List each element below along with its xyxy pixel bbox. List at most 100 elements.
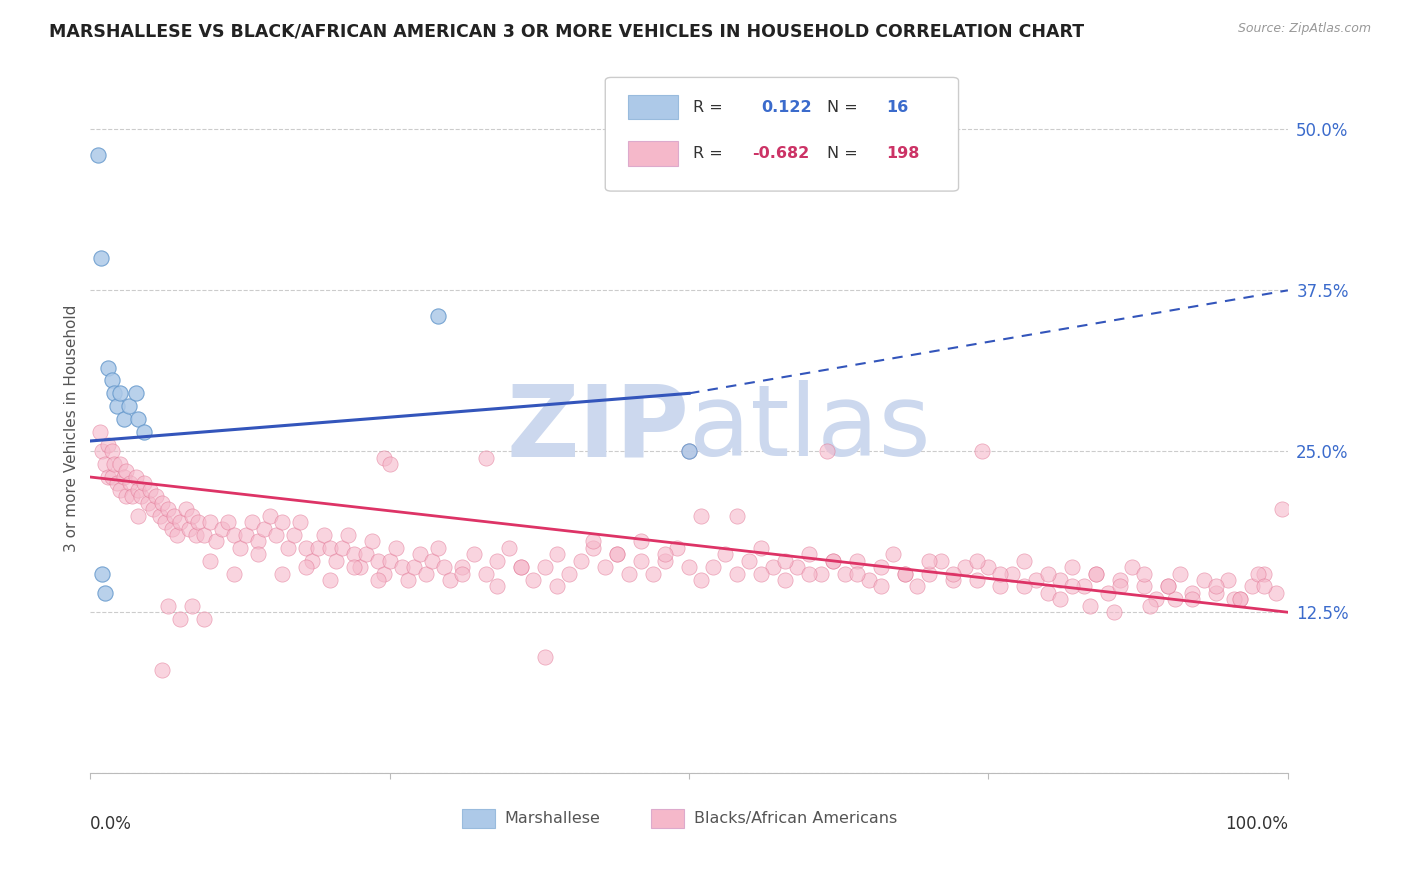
Point — [253, 522, 276, 536]
Point — [929, 554, 952, 568]
Point — [288, 515, 311, 529]
Point — [184, 528, 207, 542]
Point — [1240, 579, 1263, 593]
Point — [150, 663, 173, 677]
Point — [433, 560, 456, 574]
Point — [1078, 599, 1101, 613]
Point — [89, 425, 111, 439]
Point — [725, 566, 748, 581]
Point — [378, 457, 401, 471]
Point — [367, 554, 389, 568]
Point — [295, 541, 318, 555]
Point — [1133, 579, 1156, 593]
Point — [1073, 579, 1095, 593]
Point — [415, 566, 437, 581]
Point — [1097, 586, 1119, 600]
Point — [643, 566, 665, 581]
Point — [319, 573, 342, 587]
Point — [1205, 586, 1227, 600]
Y-axis label: 3 or more Vehicles in Household: 3 or more Vehicles in Household — [65, 305, 79, 552]
Point — [654, 547, 676, 561]
Point — [1025, 573, 1047, 587]
Point — [678, 444, 700, 458]
Point — [1181, 586, 1204, 600]
Point — [450, 560, 472, 574]
Point — [821, 554, 844, 568]
Text: -0.682: -0.682 — [752, 145, 810, 161]
Point — [110, 483, 132, 497]
Point — [977, 560, 1000, 574]
Point — [534, 650, 557, 665]
Point — [474, 566, 496, 581]
Point — [606, 547, 628, 561]
Point — [240, 515, 263, 529]
Point — [136, 496, 159, 510]
Point — [177, 522, 200, 536]
Point — [1247, 566, 1270, 581]
Point — [569, 554, 592, 568]
Point — [349, 560, 371, 574]
Point — [773, 554, 796, 568]
Text: N =: N = — [827, 100, 858, 114]
FancyBboxPatch shape — [461, 809, 495, 829]
Point — [259, 508, 281, 523]
Point — [222, 528, 245, 542]
Point — [145, 489, 167, 503]
Point — [522, 573, 544, 587]
Point — [112, 470, 135, 484]
Point — [510, 560, 533, 574]
Point — [118, 476, 141, 491]
Point — [378, 554, 401, 568]
Point — [246, 534, 269, 549]
Point — [157, 502, 180, 516]
Point — [486, 554, 509, 568]
Point — [486, 579, 509, 593]
Point — [1121, 560, 1143, 574]
Point — [187, 515, 209, 529]
Point — [391, 560, 413, 574]
Point — [283, 528, 305, 542]
Point — [149, 508, 172, 523]
Point — [110, 457, 132, 471]
Point — [941, 573, 963, 587]
Point — [1014, 579, 1036, 593]
Text: 0.122: 0.122 — [761, 100, 811, 114]
Point — [101, 470, 124, 484]
Point — [1157, 579, 1180, 593]
Point — [619, 566, 641, 581]
Point — [153, 515, 176, 529]
Point — [990, 566, 1012, 581]
Text: Source: ZipAtlas.com: Source: ZipAtlas.com — [1237, 22, 1371, 36]
Point — [336, 528, 359, 542]
Point — [97, 470, 120, 484]
Point — [1062, 560, 1084, 574]
Point — [103, 457, 125, 471]
Point — [702, 560, 724, 574]
Point — [1014, 554, 1036, 568]
Point — [1223, 592, 1246, 607]
Point — [1271, 502, 1294, 516]
Point — [1181, 592, 1204, 607]
Point — [157, 599, 180, 613]
Point — [714, 547, 737, 561]
Point — [738, 554, 761, 568]
Text: R =: R = — [693, 100, 723, 114]
Point — [97, 438, 120, 452]
Point — [169, 612, 191, 626]
Point — [593, 560, 616, 574]
Point — [1109, 579, 1132, 593]
Point — [127, 412, 149, 426]
Point — [917, 566, 939, 581]
Point — [325, 554, 347, 568]
Point — [117, 399, 139, 413]
Point — [1144, 592, 1167, 607]
Point — [295, 560, 318, 574]
Point — [690, 573, 713, 587]
Point — [193, 612, 215, 626]
FancyBboxPatch shape — [628, 95, 678, 120]
Point — [1253, 579, 1275, 593]
Point — [893, 566, 915, 581]
Point — [845, 554, 868, 568]
Point — [134, 425, 156, 439]
Point — [101, 444, 124, 458]
